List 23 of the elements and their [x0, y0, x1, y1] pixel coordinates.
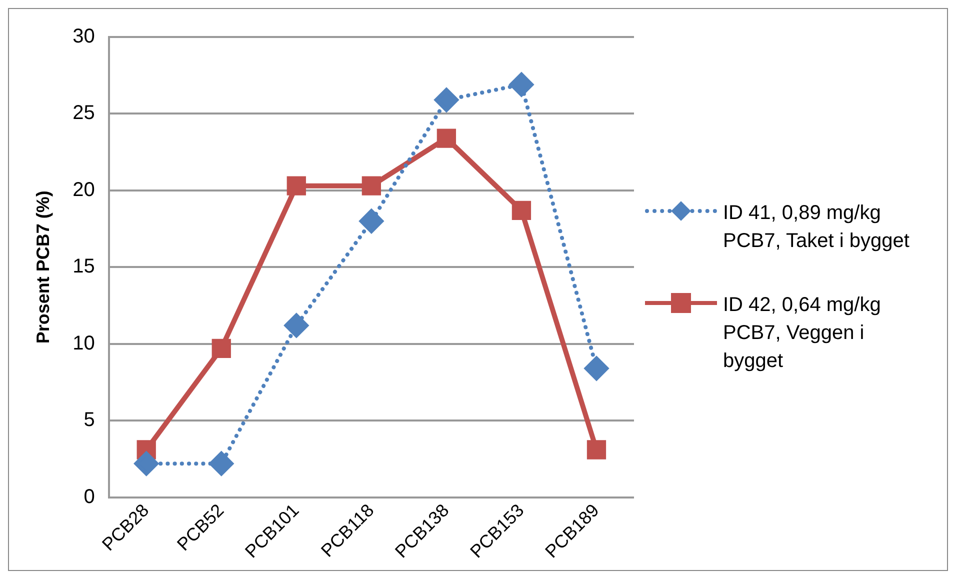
legend-label: ID 42, 0,64 mg/kg PCB7, Veggen i bygget: [723, 293, 882, 374]
point: [362, 176, 381, 196]
point: [209, 452, 234, 476]
point: [134, 452, 158, 476]
point: [512, 200, 532, 220]
point: [286, 176, 306, 196]
point: [586, 440, 606, 460]
point: [436, 128, 456, 148]
point: [359, 209, 384, 234]
y-tick-label: 5: [84, 409, 95, 432]
y-tick-label: 20: [72, 178, 95, 201]
point: [212, 338, 231, 358]
y-tick-label: 0: [84, 486, 95, 508]
y-axis-title: Prosent PCB7 (%): [32, 190, 53, 344]
y-tick-label: 10: [72, 332, 95, 354]
point: [584, 356, 608, 380]
y-tick-label: 15: [72, 256, 95, 278]
point: [284, 313, 308, 338]
y-tick-label: 30: [72, 26, 95, 48]
y-tick-label: 25: [72, 102, 95, 124]
point: [509, 72, 534, 97]
legend-label: ID 41, 0,89 mg/kg PCB7, Taket i bygget: [723, 201, 910, 254]
point: [434, 88, 458, 112]
